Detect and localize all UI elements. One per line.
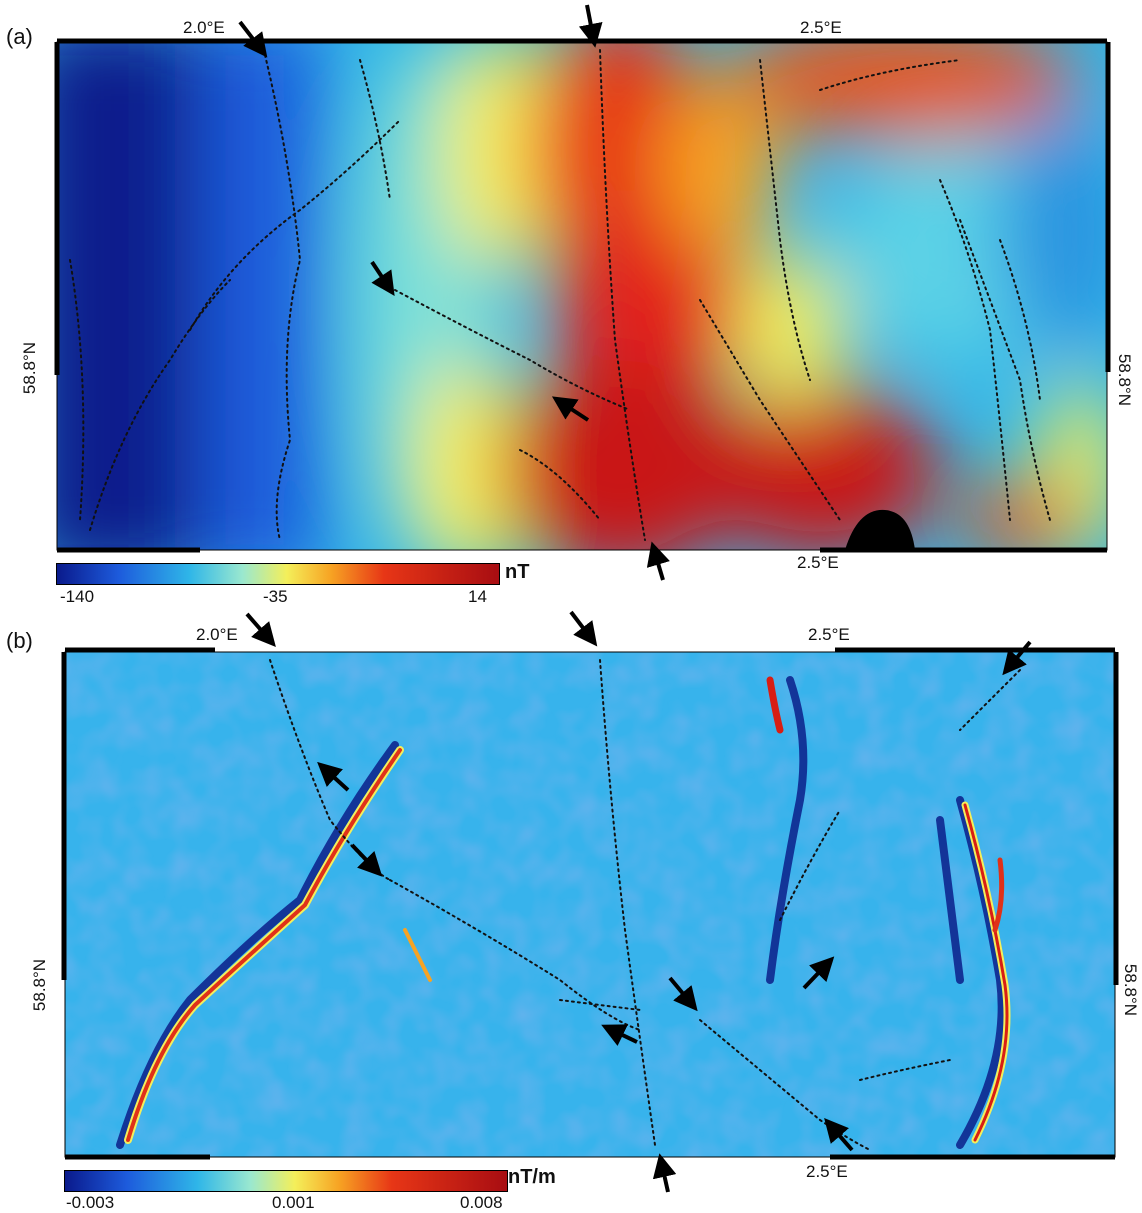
panel-a-colorbar-tick-1: -140: [60, 587, 95, 606]
panel-b-colorbar-tick-2: 0.001: [272, 1193, 315, 1212]
panel-b-top-lon-label-2: 2.5°E: [808, 625, 850, 644]
panel-a-bottom-lon-label: 2.5°E: [797, 553, 839, 572]
panel-b-arrows: [245, 610, 1032, 1193]
panel-a-colorbar-tick-3: 14: [468, 587, 487, 606]
panel-a-top-lon-label-1: 2.0°E: [183, 18, 225, 37]
panel-b-colorbar-unit: nT/m: [508, 1166, 556, 1188]
panel-a-arrows: [238, 4, 670, 581]
panel-a-label: (a): [6, 24, 33, 49]
panel-a-colorbar-unit: nT: [505, 561, 530, 583]
panel-a-colorbar: [56, 563, 500, 585]
panel-a-top-lon-label-2: 2.5°E: [800, 18, 842, 37]
panel-b-label: (b): [6, 628, 33, 653]
panel-b-top-lon-label-1: 2.0°E: [196, 625, 238, 644]
panel-b-colorbar-tick-3: 0.008: [460, 1193, 503, 1212]
panel-b-colorbar-tick-1: -0.003: [66, 1193, 115, 1212]
panel-b-bottom-lon-label: 2.5°E: [806, 1162, 848, 1181]
panel-a-colorbar-tick-2: -35: [263, 587, 288, 606]
panel-b-map: [61, 610, 1119, 1193]
panel-b-colorbar: [64, 1170, 508, 1192]
panel-a-map: [54, 4, 1111, 581]
